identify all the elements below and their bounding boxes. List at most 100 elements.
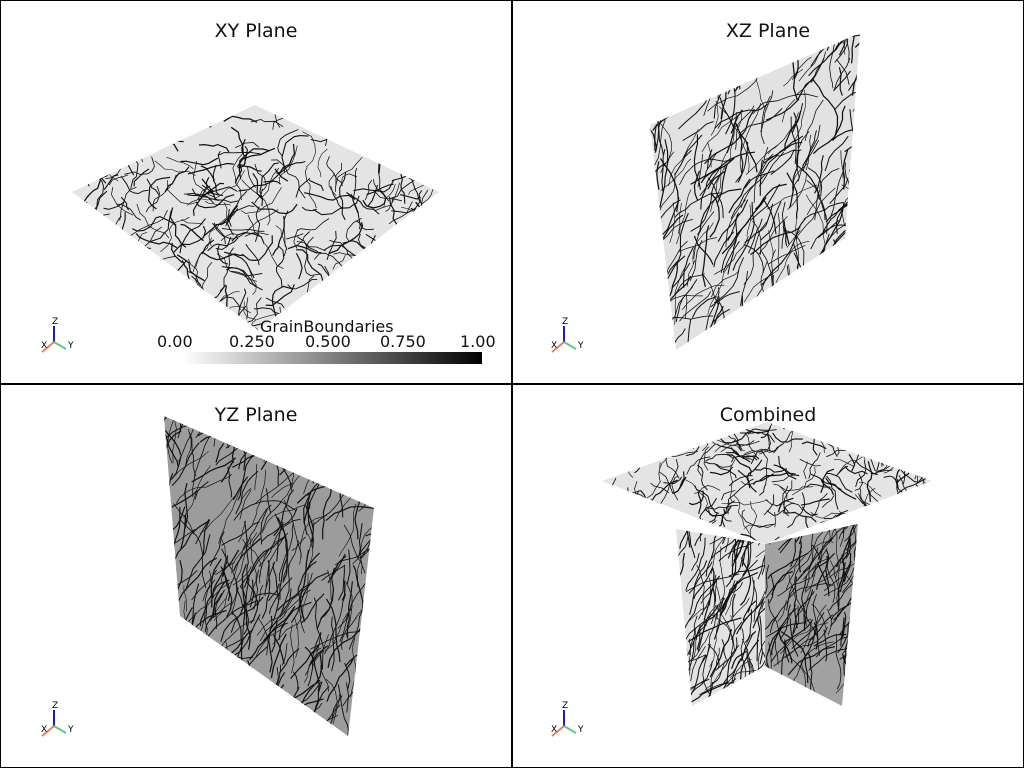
grain-boundary-segment [173,507,181,548]
grain-boundary-segment [802,130,817,172]
grain-boundary-segment [243,145,248,167]
grain-boundary-segment [731,650,747,670]
grain-boundary-segment [695,597,725,641]
grain-boundary-segment [298,594,305,634]
scene-xz: Z Y X [551,33,860,353]
grain-boundary-segment [252,172,264,201]
grain-boundary-segment [688,680,729,705]
grain-boundary-segment [763,141,803,164]
grain-boundary-segment [757,536,780,544]
grain-boundary-segment [726,454,752,476]
grain-boundary-segment [817,526,844,560]
grain-boundary-segment [683,134,703,159]
grain-boundary-segment [276,581,314,611]
grain-boundary-segment [693,211,715,260]
grain-boundary-segment [367,184,379,207]
grain-boundary-segment [123,209,168,240]
grain-boundary-segment [164,426,182,456]
grain-boundary-segment [653,118,672,167]
viewport-yz[interactable]: YZ Plane Z Y X [0,384,512,768]
grain-boundary-segment [772,432,803,443]
grain-boundary-segment [771,570,794,596]
grain-boundary-segment [799,458,821,467]
grain-boundary-segment [242,538,262,578]
grain-boundary-segment [271,620,278,653]
grain-boundary-segment [855,460,867,488]
grain-boundary-segment [803,547,828,580]
grain-boundary-segment [683,582,715,630]
grain-boundary-segment [331,553,346,578]
grain-boundary-segment [164,428,179,467]
grain-boundary-segment [721,499,768,506]
grain-boundary-segment [239,538,249,560]
grain-boundary-segment [230,578,250,633]
grain-boundary-segment [96,177,104,210]
grain-boundary-segment [313,597,324,670]
grain-boundary-segment [264,243,284,269]
axis-label-y: Y [577,725,584,735]
grain-boundary-segment [660,158,692,191]
grain-boundary-segment [217,244,229,265]
grain-boundary-segment [170,450,209,480]
grain-boundary-segment [183,465,211,518]
grain-boundary-segment [850,33,858,64]
grain-boundary-segment [650,482,669,493]
grain-boundary-segment [751,576,758,622]
grain-boundary-segment [245,535,287,584]
grain-boundary-segment [710,100,719,136]
grain-boundary-segment [204,602,208,639]
grain-boundary-segment [709,192,720,238]
grain-boundary-segment [783,511,817,523]
grain-boundary-segment [666,451,699,457]
grain-boundary-segment [845,33,858,63]
grain-boundary-segment [339,172,347,221]
grain-boundary-segment [703,602,722,627]
grain-boundary-segment [254,464,257,491]
viewport-combined[interactable]: Z Y X Combined [512,384,1024,768]
axis-label-x: X [41,341,47,351]
grain-boundary-segment [199,496,235,534]
grain-boundary-segment [749,500,758,538]
grain-boundary-segment [175,557,217,605]
grain-boundary-segment [732,593,736,618]
grain-boundary-segment [681,284,725,311]
grain-boundary-segment [811,552,835,577]
grain-boundary-segment [752,93,818,115]
grain-boundary-segment [766,509,785,516]
grain-boundary-segment [303,492,312,535]
orientation-axes-yz: Z Y X [41,701,74,737]
grain-boundary-segment [304,236,321,276]
grain-boundary-segment [817,220,839,239]
grain-boundary-segment [704,461,737,479]
grain-boundary-segment [840,611,847,647]
grain-boundary-segment [208,202,228,247]
grain-boundary-segment [212,581,226,618]
grain-boundary-segment [707,643,720,669]
grain-boundary-segment [241,563,247,625]
grain-boundary-segment [374,182,400,211]
grain-boundary-segment [712,305,724,328]
grain-boundary-segment [687,529,696,559]
grain-boundary-segment [757,529,765,580]
grain-boundary-segment [307,632,322,687]
grain-boundary-segment [777,574,815,597]
viewport-xy[interactable]: XY Plane Z Y X GrainBoundaries 0.00 0.25… [0,0,512,384]
grain-boundary-segment [185,534,211,591]
grain-boundary-segment [234,163,243,184]
viewport-xz[interactable]: XZ Plane Z Y X [512,0,1024,384]
grain-boundary-segment [282,540,299,583]
grain-boundary-segment [187,270,201,289]
grain-boundary-segment [323,244,358,258]
grain-boundary-segment [216,253,257,282]
grain-boundary-segment [735,109,742,131]
grain-boundary-segment [304,552,321,574]
grain-boundary-segment [167,180,198,205]
grain-boundary-segment [295,573,309,629]
grain-boundary-segment [798,541,802,573]
grain-boundary-segment [687,606,708,623]
grain-boundary-segment [195,518,210,545]
grain-boundary-segment [256,589,311,636]
grain-boundary-segment [775,240,810,283]
viewport-title-yz: YZ Plane [214,404,298,426]
